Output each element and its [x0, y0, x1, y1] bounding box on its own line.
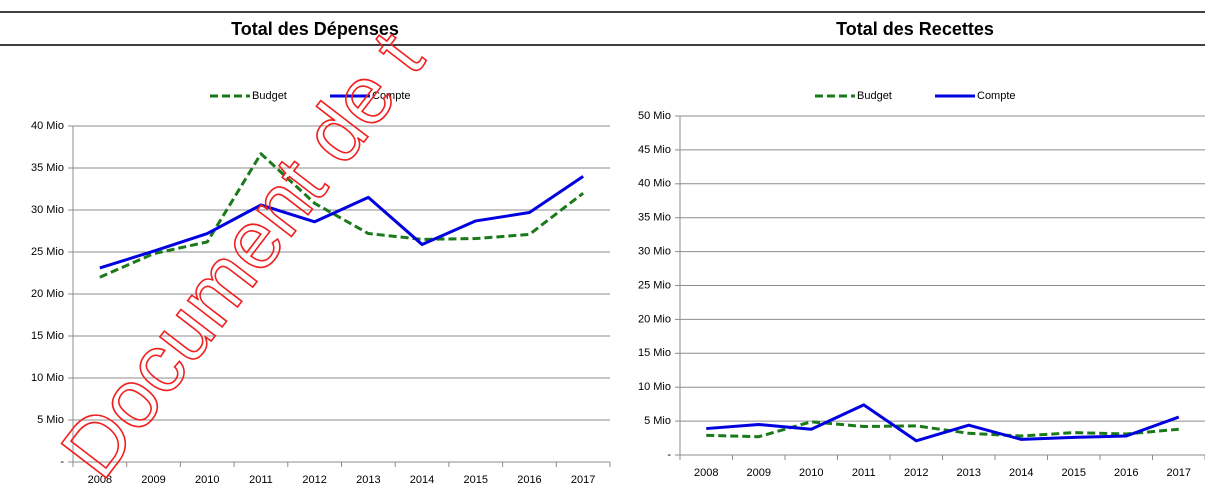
legend-label: Compte — [372, 90, 411, 102]
series-line — [706, 403, 1180, 443]
x-tick-label: 2014 — [410, 474, 434, 485]
y-tick-label: 30 Mio — [638, 246, 671, 258]
x-tick-label: 2013 — [356, 474, 380, 485]
y-tick-label: 45 Mio — [638, 144, 671, 156]
x-tick-label: 2015 — [464, 474, 488, 485]
legend-label: Budget — [857, 90, 892, 102]
y-tick-label: - — [60, 456, 64, 468]
x-tick-label: 2011 — [249, 474, 273, 485]
y-tick-label: 15 Mio — [31, 330, 64, 342]
y-tick-label: 5 Mio — [37, 414, 64, 426]
series-line — [706, 420, 1179, 439]
y-tick-label: 35 Mio — [638, 212, 671, 224]
y-tick-label: 25 Mio — [31, 246, 64, 258]
y-tick-label: 35 Mio — [31, 162, 64, 174]
y-tick-label: 40 Mio — [638, 178, 671, 190]
series-line — [99, 175, 584, 270]
series-line — [99, 152, 585, 279]
y-tick-label: 50 Mio — [638, 110, 671, 122]
chart-title: Total des Dépenses — [231, 19, 399, 39]
y-tick-label: 20 Mio — [638, 313, 671, 325]
y-tick-label: 25 Mio — [638, 279, 671, 291]
y-tick-label: 10 Mio — [31, 372, 64, 384]
y-tick-label: 15 Mio — [638, 347, 671, 359]
y-tick-label: 10 Mio — [638, 381, 671, 393]
x-tick-label: 2016 — [1114, 467, 1138, 479]
x-tick-label: 2015 — [1062, 467, 1086, 479]
x-tick-label: 2010 — [195, 474, 219, 485]
x-tick-label: 2012 — [302, 474, 326, 485]
x-tick-label: 2008 — [88, 474, 112, 485]
x-tick-label: 2016 — [517, 474, 541, 485]
x-tick-label: 2014 — [1009, 467, 1033, 479]
charts: Total des Dépenses - 5 Mio 10 Mio 15 Mio 20 M… — [31, 19, 1205, 485]
x-tick-label: 2011 — [852, 467, 876, 479]
watermark: Document de t — [44, 15, 441, 485]
x-tick-label: 2009 — [747, 467, 771, 479]
y-tick-label: 30 Mio — [31, 204, 64, 216]
x-tick-label: 2008 — [694, 467, 718, 479]
x-tick-label: 2009 — [141, 474, 165, 485]
x-tick-label: 2013 — [957, 467, 981, 479]
chart-title: Total des Recettes — [836, 19, 994, 39]
y-tick-label: 40 Mio — [31, 120, 64, 132]
x-tick-label: 2010 — [799, 467, 823, 479]
y-tick-label: - — [667, 449, 671, 461]
x-tick-label: 2017 — [571, 474, 595, 485]
legend-label: Compte — [977, 90, 1016, 102]
legend-label: Budget — [252, 90, 287, 102]
y-tick-label: 20 Mio — [31, 288, 64, 300]
x-tick-label: 2012 — [904, 467, 928, 479]
x-tick-label: 2017 — [1167, 467, 1191, 479]
y-tick-label: 5 Mio — [644, 415, 671, 427]
